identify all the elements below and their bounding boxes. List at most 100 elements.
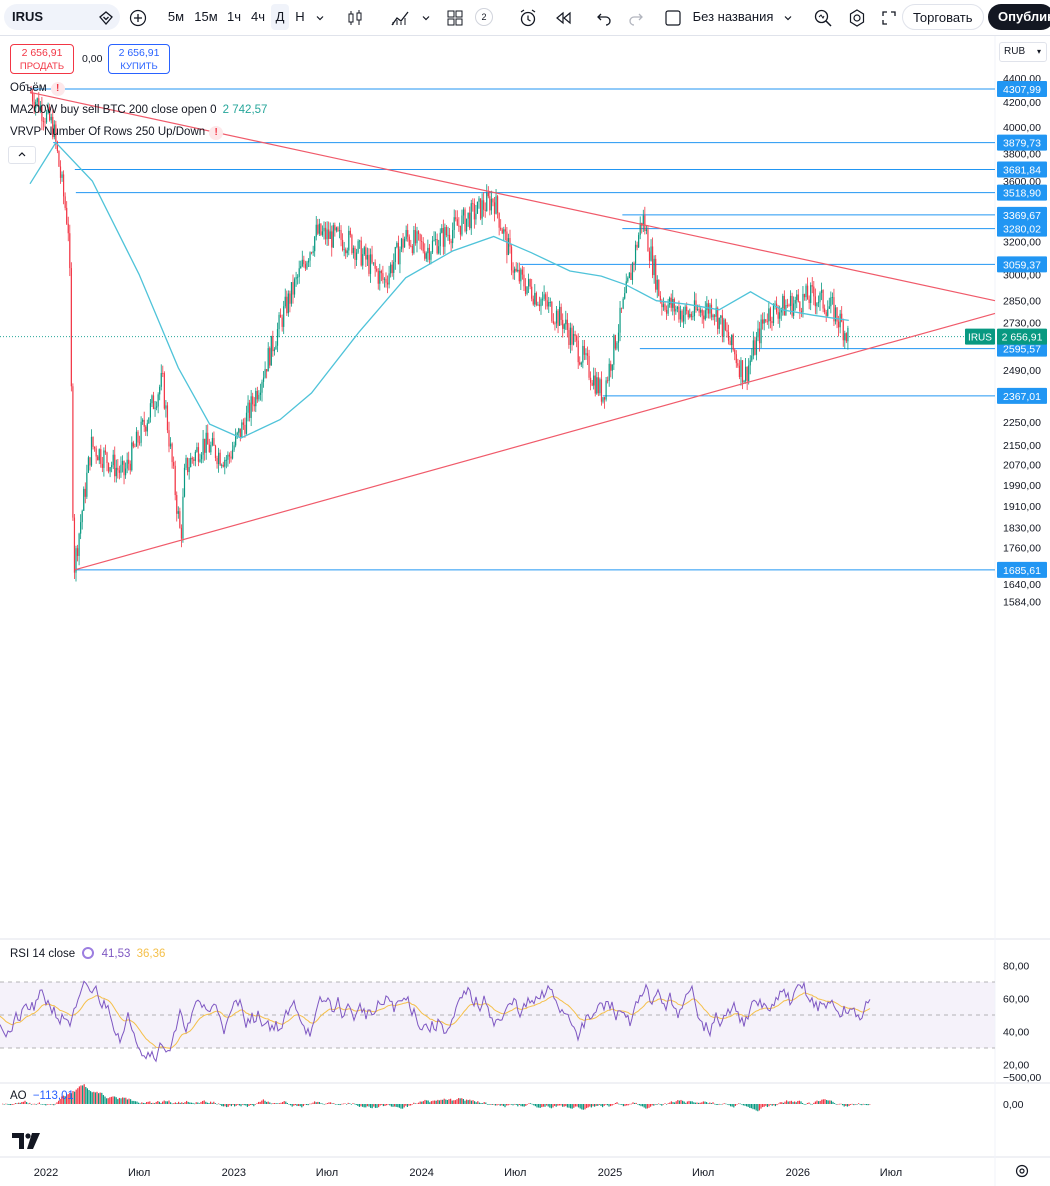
- ao-bar: [373, 1104, 375, 1107]
- quick-search-icon[interactable]: [810, 4, 836, 30]
- vrvp-legend[interactable]: VRVP Number Of Rows 250 Up/Down!: [10, 126, 224, 140]
- ao-bar: [579, 1104, 581, 1109]
- ma-legend[interactable]: MA200W buy sell BTC 200 close open 0 2 7…: [10, 104, 267, 116]
- candle-body: [504, 229, 506, 232]
- candle-body: [841, 313, 843, 322]
- rsi-legend[interactable]: RSI 14 close 41,53 36,36: [10, 947, 165, 960]
- candle-body: [659, 295, 661, 302]
- candle-body: [188, 467, 190, 473]
- candle-body: [168, 430, 170, 447]
- ao-bar: [355, 1104, 357, 1106]
- add-symbol-icon[interactable]: [126, 4, 150, 30]
- candle-body: [287, 293, 289, 314]
- settings-gear-icon[interactable]: [844, 4, 870, 30]
- candle-body: [734, 349, 736, 355]
- ao-bar: [53, 1104, 55, 1106]
- ao-bar: [819, 1100, 821, 1104]
- layout-grid-icon[interactable]: [442, 4, 468, 30]
- publish-button[interactable]: Опублико: [988, 4, 1050, 30]
- volume-legend[interactable]: Объём!: [10, 82, 65, 96]
- symbol-search[interactable]: IRUS: [4, 4, 120, 30]
- chevron-down-icon[interactable]: [418, 4, 434, 30]
- layouts-count-badge[interactable]: 2: [475, 8, 493, 26]
- candle-body: [738, 365, 740, 377]
- ao-bar: [517, 1104, 519, 1107]
- time-axis-label: 2026: [786, 1167, 810, 1179]
- chart-canvas[interactable]: 4600,004400,004200,004000,003800,003600,…: [0, 36, 1050, 1186]
- ao-bar: [650, 1104, 652, 1107]
- ao-bar: [626, 1104, 628, 1106]
- warning-icon[interactable]: !: [209, 126, 224, 140]
- ma-legend-label: MA200W buy sell BTC 200 close open 0: [10, 104, 217, 116]
- ao-bar: [766, 1104, 768, 1108]
- candle-body: [293, 279, 296, 295]
- undo-icon[interactable]: [592, 4, 616, 30]
- ao-bar: [856, 1104, 858, 1105]
- interval-1h[interactable]: 1ч: [226, 9, 241, 24]
- ao-bar: [614, 1102, 616, 1104]
- settings-gear-icon[interactable]: [1014, 1163, 1030, 1184]
- indicators-icon[interactable]: [386, 4, 414, 30]
- candle-body: [145, 426, 147, 432]
- ao-bar: [301, 1104, 303, 1108]
- chevron-down-icon[interactable]: [312, 4, 328, 30]
- interval-5m[interactable]: 5м: [167, 9, 185, 24]
- time-axis-label: Июл: [128, 1167, 150, 1179]
- candle-body: [619, 307, 621, 333]
- currency-selector[interactable]: RUB ▾: [999, 42, 1047, 62]
- candle-body: [328, 229, 330, 239]
- fullscreen-icon[interactable]: [880, 4, 898, 30]
- layout-name[interactable]: Без названия: [692, 9, 774, 24]
- ao-bar: [19, 1102, 21, 1104]
- candle-body: [661, 301, 663, 308]
- collapse-legend-button[interactable]: [8, 146, 36, 164]
- chevron-down-icon[interactable]: [780, 4, 796, 30]
- candle-body: [545, 294, 547, 301]
- candle-body: [462, 209, 465, 216]
- ao-bar: [691, 1101, 693, 1104]
- candle-body: [447, 234, 449, 236]
- ao-bar: [114, 1096, 116, 1104]
- ao-bar: [565, 1104, 567, 1107]
- candle-body: [493, 202, 496, 214]
- warning-icon[interactable]: !: [50, 82, 65, 96]
- redo-icon[interactable]: [624, 4, 648, 30]
- alert-icon[interactable]: [514, 4, 542, 30]
- interval-week[interactable]: Н: [295, 9, 305, 24]
- layout-checkbox-icon[interactable]: [662, 4, 684, 30]
- candle-body: [585, 353, 587, 355]
- trade-button[interactable]: Торговать: [902, 4, 984, 30]
- candle-body: [272, 335, 274, 352]
- candle-body: [779, 312, 781, 319]
- interval-4h[interactable]: 4ч: [250, 9, 265, 24]
- candle-body: [737, 363, 739, 366]
- ao-bar: [155, 1101, 157, 1104]
- ao-bar: [195, 1102, 197, 1104]
- candle-body: [757, 328, 759, 338]
- ao-bar: [477, 1101, 479, 1104]
- interval-day[interactable]: Д: [271, 4, 289, 30]
- ao-legend[interactable]: AO −113,01: [10, 1090, 74, 1102]
- compare-symbol-icon[interactable]: [98, 4, 114, 30]
- ao-bar: [408, 1104, 410, 1106]
- interval-15m[interactable]: 15м: [194, 9, 218, 24]
- ao-bar: [102, 1095, 104, 1104]
- candle-body: [610, 363, 612, 371]
- replay-icon[interactable]: [550, 4, 576, 30]
- tradingview-logo[interactable]: [12, 1133, 42, 1154]
- candle-body: [185, 457, 187, 468]
- ao-bar: [752, 1104, 754, 1110]
- sell-button[interactable]: 2 656,91 ПРОДАТЬ: [10, 44, 74, 74]
- candle-body: [617, 332, 620, 343]
- ao-bar: [773, 1104, 775, 1106]
- candles-icon[interactable]: [342, 4, 368, 30]
- candle-body: [303, 259, 305, 265]
- candle-body: [104, 450, 107, 453]
- candle-body: [103, 450, 105, 468]
- buy-button[interactable]: 2 656,91 КУПИТЬ: [108, 44, 170, 74]
- ao-bar: [706, 1102, 708, 1104]
- candle-body: [137, 431, 139, 443]
- candle-body: [86, 472, 88, 497]
- candle-body: [205, 432, 207, 453]
- ao-bar: [210, 1101, 212, 1104]
